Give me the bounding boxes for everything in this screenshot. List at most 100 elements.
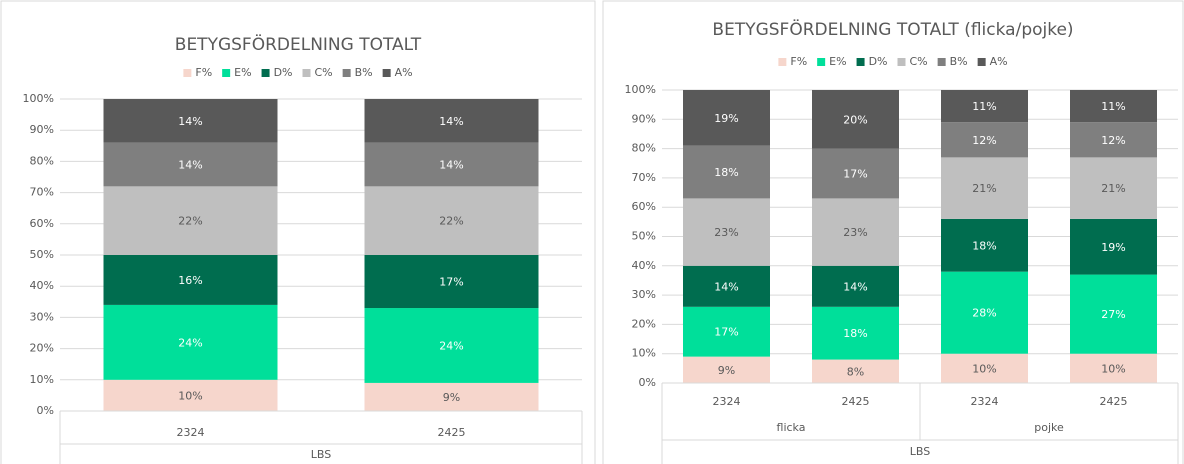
data-label: 28% (972, 307, 996, 320)
legend-swatch (897, 58, 906, 66)
bar-segment (683, 198, 770, 266)
y-tick-label: 100% (625, 83, 656, 96)
x-tick-label: 2324 (177, 426, 205, 439)
data-label: 22% (178, 215, 202, 228)
y-tick-label: 70% (30, 186, 54, 199)
bar-segment (812, 306, 899, 360)
legend-label: D% (274, 66, 293, 79)
bar-segment (1070, 274, 1157, 354)
legend-label: A% (990, 55, 1008, 68)
data-label: 17% (439, 276, 463, 289)
bar-segment (941, 157, 1028, 219)
legend-swatch (261, 69, 270, 77)
bar-segment (364, 308, 539, 383)
y-tick-label: 80% (632, 142, 656, 155)
bar-segment (103, 379, 278, 411)
bar-segment (1070, 122, 1157, 158)
y-tick-label: 30% (30, 310, 54, 323)
data-label: 22% (439, 215, 463, 228)
legend-swatch (342, 69, 351, 77)
legend-swatch (856, 58, 865, 66)
legend-label: B% (355, 66, 373, 79)
bar-segment (683, 356, 770, 383)
legend-label: B% (950, 55, 968, 68)
y-tick-label: 0% (639, 376, 656, 389)
legend-swatch (382, 69, 391, 77)
bar-segment (1070, 218, 1157, 275)
y-tick-label: 10% (632, 347, 656, 360)
y-tick-label: 20% (632, 317, 656, 330)
group-label: pojke (1034, 421, 1064, 434)
y-tick-label: 0% (37, 404, 54, 417)
legend-swatch (183, 69, 192, 77)
data-label: 8% (847, 365, 864, 378)
data-label: 21% (1101, 182, 1125, 195)
data-label: 14% (178, 115, 202, 128)
data-label: 9% (443, 391, 460, 404)
bar-segment (1070, 157, 1157, 219)
y-tick-label: 30% (632, 288, 656, 301)
y-tick-label: 70% (632, 171, 656, 184)
y-tick-label: 10% (30, 373, 54, 386)
data-label: 10% (1101, 362, 1125, 375)
data-label: 12% (972, 134, 996, 147)
bar-segment (1070, 353, 1157, 383)
bar-segment (941, 353, 1028, 383)
legend-swatch (778, 58, 787, 66)
legend-label: F% (195, 66, 212, 79)
bar-segment (103, 186, 278, 255)
bar-segment (941, 90, 1028, 123)
bar-segment (364, 142, 539, 187)
data-label: 16% (178, 274, 202, 287)
bar-segment (103, 99, 278, 143)
data-label: 14% (714, 280, 738, 293)
data-label: 17% (843, 168, 867, 181)
y-tick-label: 80% (30, 154, 54, 167)
data-label: 9% (718, 364, 735, 377)
y-tick-label: 20% (30, 342, 54, 355)
bar-segment (1070, 90, 1157, 123)
axis-group-label: LBS (910, 445, 930, 458)
legend-swatch (817, 58, 826, 66)
legend-swatch (222, 69, 231, 77)
bar-segment (812, 265, 899, 307)
bar-segment (812, 359, 899, 383)
legend-swatch (937, 58, 946, 66)
chart-title: BETYGSFÖRDELNING TOTALT (175, 33, 422, 55)
data-label: 11% (1101, 100, 1125, 113)
data-label: 27% (1101, 308, 1125, 321)
bar-segment (364, 382, 539, 411)
data-label: 14% (439, 159, 463, 172)
legend-swatch (977, 58, 986, 66)
x-tick-label: 2324 (971, 395, 999, 408)
data-label: 14% (843, 280, 867, 293)
y-tick-label: 100% (23, 92, 54, 105)
chart-title: BETYGSFÖRDELNING TOTALT (flicka/pojke) (712, 18, 1073, 40)
bar-segment (103, 142, 278, 187)
data-label: 11% (972, 100, 996, 113)
legend-label: A% (395, 66, 413, 79)
x-tick-label: 2425 (438, 426, 466, 439)
legend-label: E% (829, 55, 846, 68)
axis-group-label: LBS (311, 448, 331, 461)
data-label: 18% (714, 166, 738, 179)
y-tick-label: 40% (30, 279, 54, 292)
bar-segment (683, 145, 770, 199)
y-tick-label: 60% (632, 200, 656, 213)
data-label: 21% (972, 182, 996, 195)
bar-segment (683, 90, 770, 146)
data-label: 24% (178, 336, 202, 349)
legend-label: F% (790, 55, 807, 68)
legend-swatch (302, 69, 311, 77)
data-label: 18% (843, 327, 867, 340)
data-label: 24% (439, 339, 463, 352)
data-label: 12% (1101, 134, 1125, 147)
data-label: 10% (178, 389, 202, 402)
data-label: 19% (1101, 241, 1125, 254)
bar-segment (941, 271, 1028, 354)
bar-segment (941, 218, 1028, 272)
y-tick-label: 60% (30, 217, 54, 230)
bar-segment (103, 255, 278, 305)
data-label: 14% (439, 115, 463, 128)
bar-segment (683, 306, 770, 357)
